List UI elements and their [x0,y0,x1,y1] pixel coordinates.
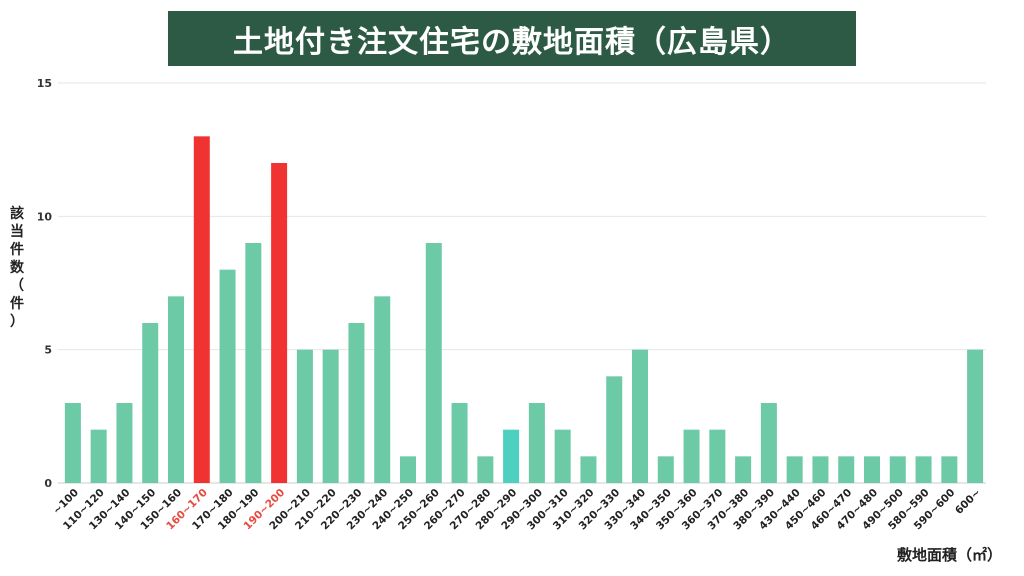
y-tick-label: 5 [44,344,52,357]
bar-600~ [967,349,984,483]
bar-150~160 [168,296,184,483]
bar-layer [64,136,984,484]
bar-160~170 [193,136,210,484]
bar-330~340 [632,349,648,483]
bar-130~140 [116,403,133,483]
y-tick-label: 15 [37,77,52,90]
bar-270~280 [477,456,494,483]
bar-280~290 [503,429,520,483]
y-tick-label: 0 [44,477,52,490]
bar-320~330 [606,376,623,483]
bar-370~380 [735,456,752,483]
bar-360~370 [709,429,726,483]
bar-590~600 [941,456,958,483]
bar-380~390 [760,403,777,483]
bar-210~220 [322,349,339,483]
bar-190~200 [271,163,288,483]
bar-110~120 [90,429,107,483]
grid-layer [58,82,986,484]
bar-310~320 [580,456,597,483]
bar-580~590 [915,456,932,483]
x-tick-label: 600~ [953,487,983,517]
bar-230~240 [374,296,391,483]
bar-450~460 [812,456,829,483]
y-axis-label: 該当件数（件） [10,206,24,330]
bar-260~270 [451,403,468,483]
x-axis-label: 敷地面積（㎡） [896,546,1002,564]
bar-430~440 [786,456,803,483]
y-tick-layer: 0 5 10 15 [37,77,53,490]
y-tick-label: 10 [37,210,53,223]
bar-350~360 [683,429,700,483]
x-tick-layer: ~100110~120130~140140~150150~160160~1701… [51,487,983,533]
bar-240~250 [400,456,416,483]
bar-250~260 [425,243,442,483]
bar-490~500 [889,456,906,483]
bar-290~300 [528,403,545,483]
bar-220~230 [348,323,365,483]
bar-180~190 [245,243,262,483]
bar-470~480 [864,456,880,483]
bar-170~180 [219,269,236,483]
bar-~100 [64,403,81,483]
bar-340~350 [657,456,674,483]
bar-140~150 [142,323,159,483]
bar-200~210 [296,349,313,483]
chart-title: 土地付き注文住宅の敷地面積（広島県） [168,11,856,66]
bar-460~470 [838,456,855,483]
bar-300~310 [554,429,571,483]
